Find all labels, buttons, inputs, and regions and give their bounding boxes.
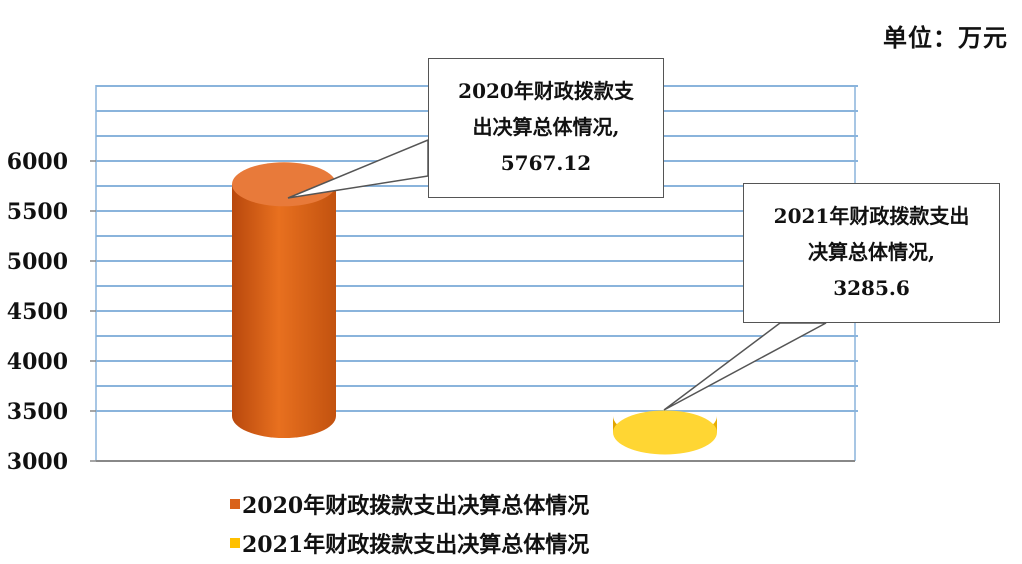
bar-2020年财政拨款支出决算总体情况	[232, 162, 336, 438]
legend-label-2021: 2021年财政拨款支出决算总体情况	[242, 532, 590, 558]
legend-label-2020: 2020年财政拨款支出决算总体情况	[242, 493, 590, 519]
callout-2020: 2020年财政拨款支 出决算总体情况, 5767.12	[428, 58, 664, 198]
bars	[232, 162, 717, 455]
y-tick-label-6000: 6000	[7, 149, 68, 175]
callout-2020-value: 5767.12	[500, 151, 592, 175]
callout-2021-line1: 2021年财政拨款支出	[773, 204, 970, 228]
bar-top-1	[613, 410, 717, 455]
legend-item-2021: 2021年财政拨款支出决算总体情况	[230, 527, 589, 559]
legend-swatch-2020	[230, 499, 240, 509]
callout-2020-line1: 2020年财政拨款支	[458, 79, 634, 103]
axes: 3000 3500 4000 4500 5000 5500 6000	[7, 85, 856, 475]
unit-label: 单位：万元	[883, 23, 1008, 52]
y-tick-label-5000: 5000	[7, 249, 68, 275]
callout-2021-value: 3285.6	[833, 276, 910, 300]
callout-2021: 2021年财政拨款支出 决算总体情况, 3285.6	[743, 183, 1000, 323]
y-tick-label-5500: 5500	[7, 199, 68, 225]
bar-body-0	[232, 184, 336, 438]
y-tick-label-3500: 3500	[7, 399, 68, 425]
y-tick-label-4500: 4500	[7, 299, 68, 325]
callout-2020-line2: 出决算总体情况,	[472, 115, 620, 139]
callout-2021-line2: 决算总体情况,	[808, 240, 935, 264]
legend-item-2020: 2020年财政拨款支出决算总体情况	[230, 488, 589, 520]
y-tick-label-4000: 4000	[7, 349, 68, 375]
y-tick-label-3000: 3000	[7, 449, 68, 475]
leader-2021	[663, 322, 827, 411]
bar-2021年财政拨款支出决算总体情况	[613, 410, 717, 455]
legend-swatch-2021	[230, 538, 240, 548]
